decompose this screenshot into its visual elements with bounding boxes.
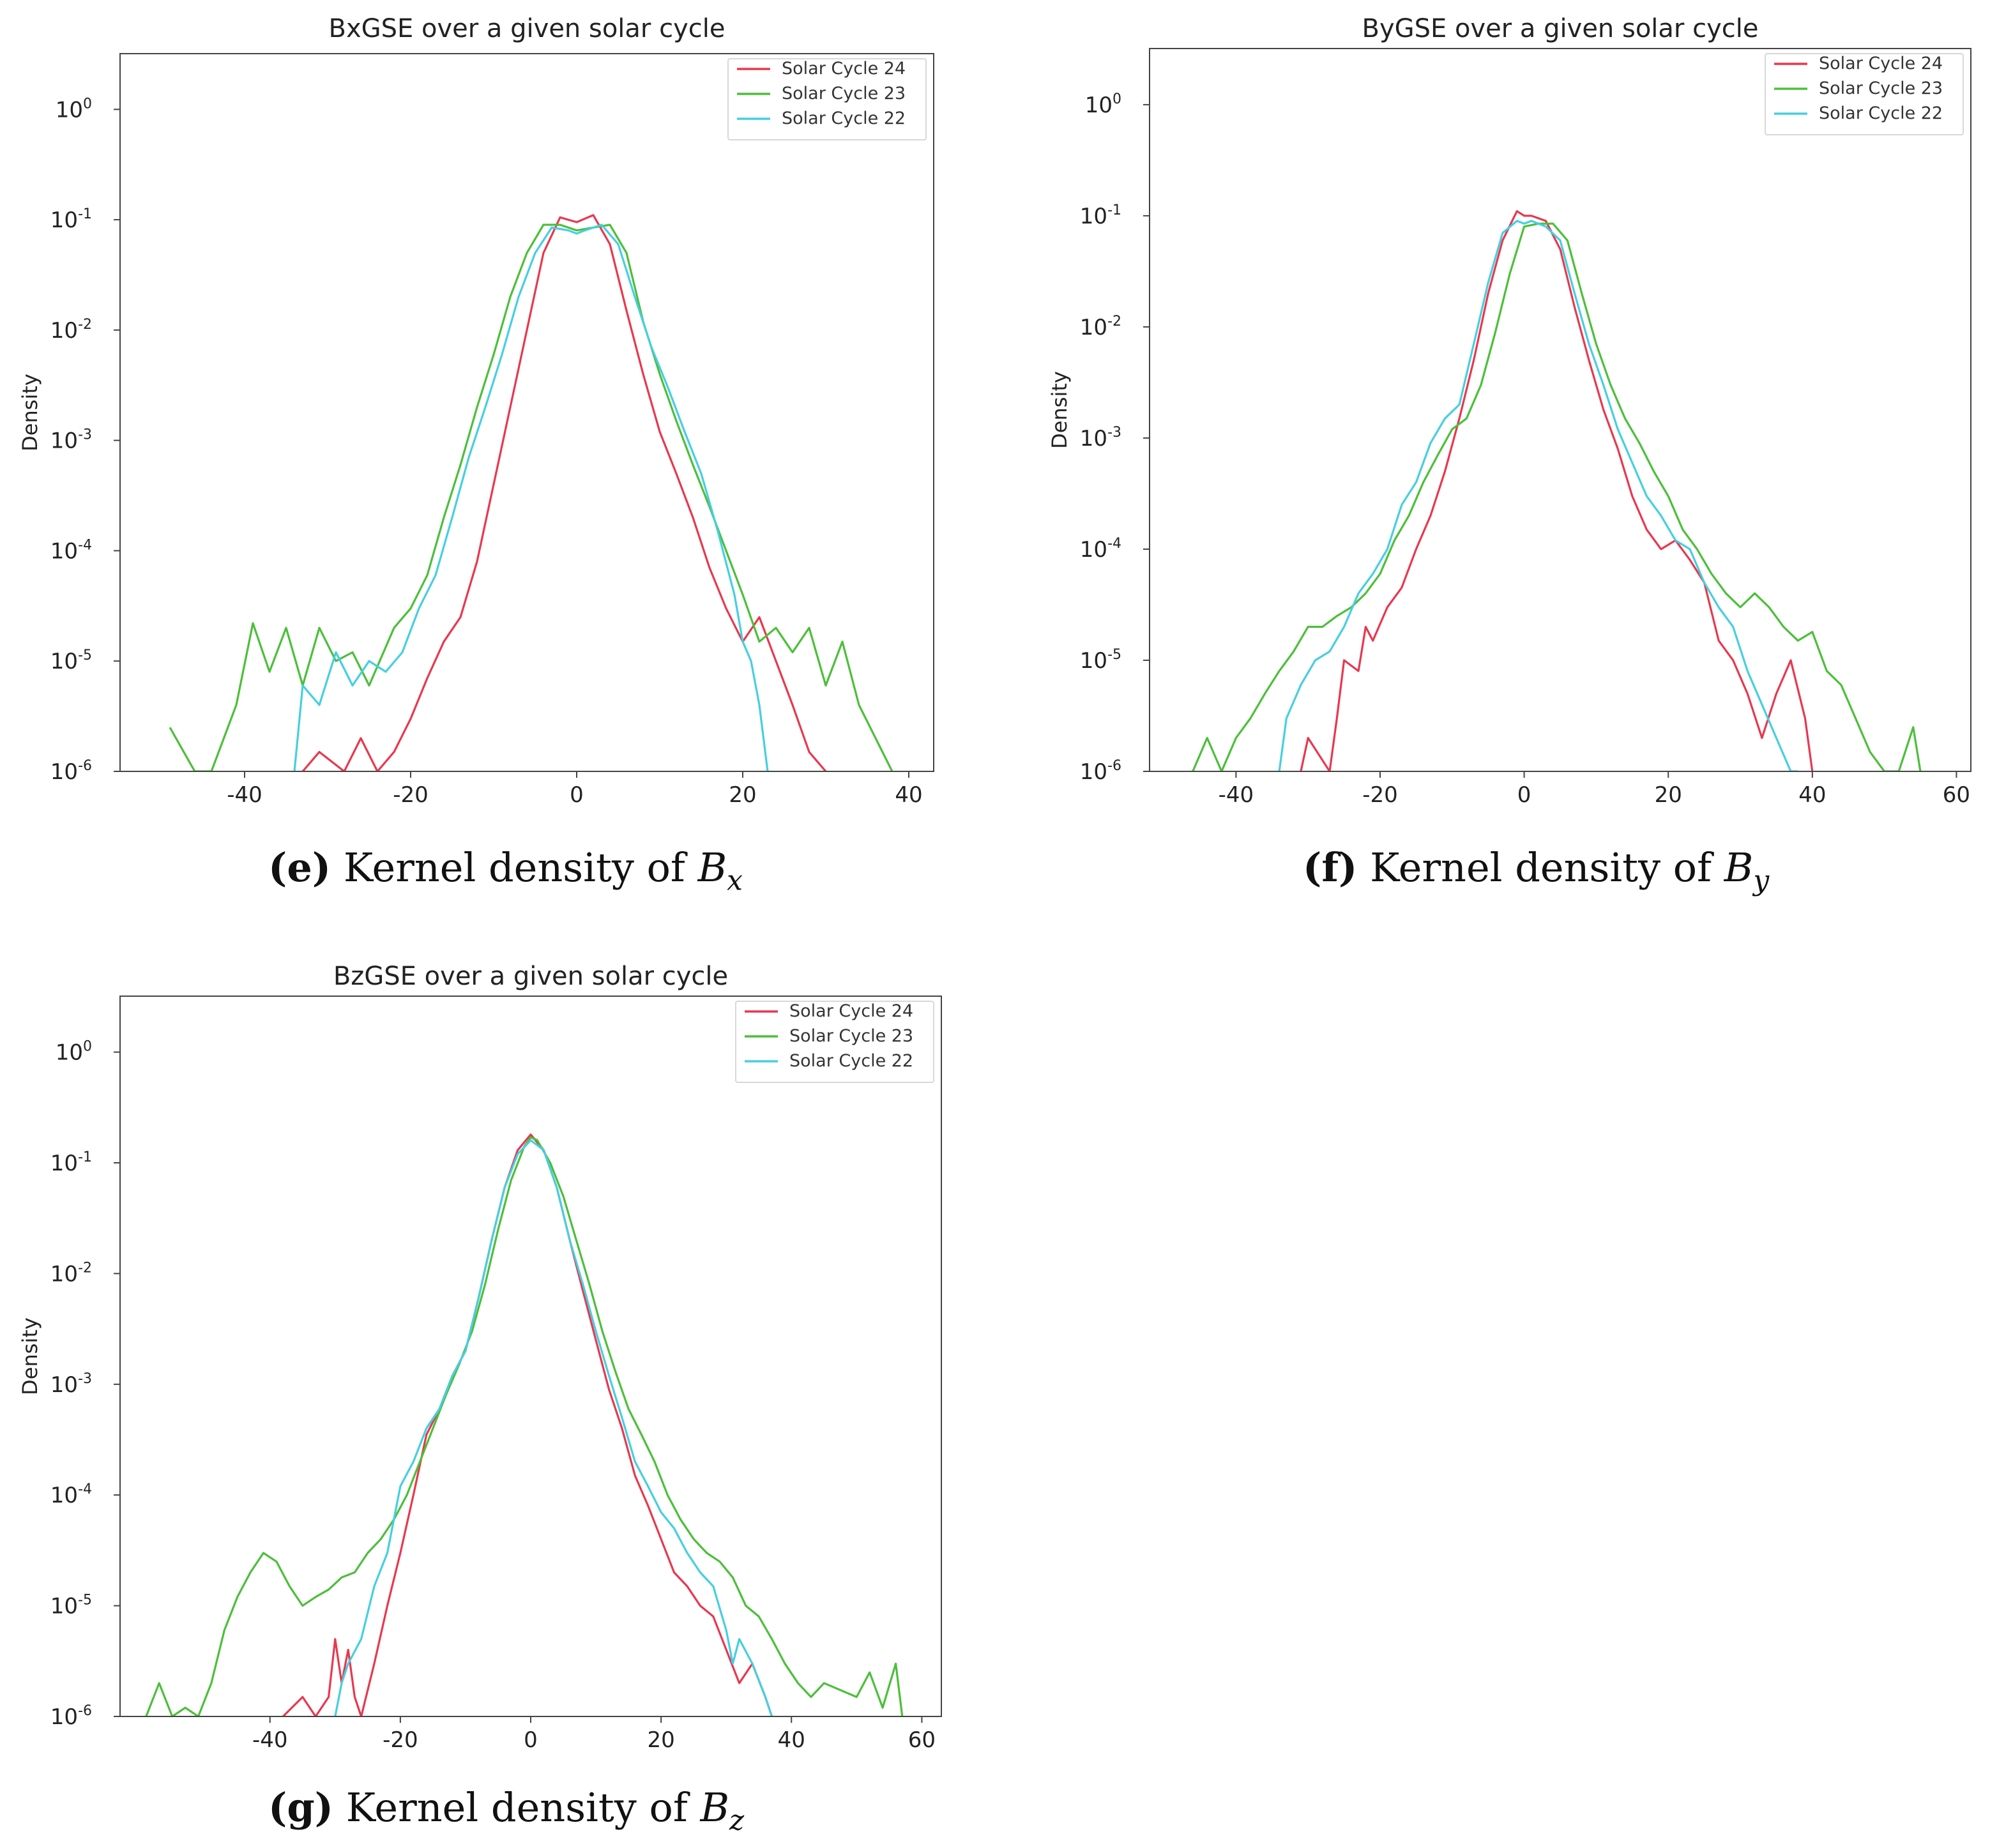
chart-panel-bx: BxGSE over a given solar cycle Density -40… [0,0,996,907]
bx-legend-label: Solar Cycle 23 [782,84,906,103]
bx-x-tick-label: -40 [227,782,262,808]
bz-y-tick-label: 10-2 [50,1260,92,1287]
bx-y-tick-label: 10-5 [50,648,92,674]
by-y-axis-label: Density [1047,371,1072,449]
bz-y-tick-label: 100 [56,1039,92,1066]
by-x-tick-label: 40 [1798,782,1826,808]
bz-series-line-cycle-22 [334,1139,773,1716]
caption-by: (f) Kernel density of By [1303,844,1769,897]
caption-bx-subscript: x [727,864,743,897]
bx-legend-label: Solar Cycle 22 [782,109,906,128]
by-legend-label: Solar Cycle 22 [1819,103,1943,123]
bx-plot-frame [119,53,934,772]
by-y-tick-label: 10-4 [1080,536,1121,563]
by-legend-box [1765,53,1964,135]
caption-by-symbol: B [1724,844,1754,891]
bz-series-group [145,1133,904,1716]
bz-x-tick-label: 20 [647,1727,674,1753]
by-x-tick-label: 20 [1655,782,1682,808]
bz-plot-frame [119,996,942,1717]
bx-y-tick-label: 100 [56,96,92,123]
bx-legend-label: Solar Cycle 24 [782,59,906,79]
by-y-tick-label: 10-3 [1080,425,1121,451]
by-legend-label: Solar Cycle 23 [1819,79,1943,98]
caption-bz: (g) Kernel density of Bz [268,1784,744,1837]
caption-bx-symbol: B [697,844,727,891]
by-chart-title: ByGSE over a given solar cycle [1362,14,1759,43]
bz-legend-label: Solar Cycle 23 [789,1026,913,1046]
by-y-tick-label: 100 [1085,91,1121,118]
bz-legend-box [735,1001,934,1083]
caption-bz-text: Kernel density of [346,1784,701,1831]
bx-chart-title: BxGSE over a given solar cycle [329,14,725,43]
bx-y-tick-label: 10-6 [50,758,92,785]
caption-bz-label: (g) [268,1784,334,1831]
by-y-tick-label: 10-6 [1080,758,1121,785]
bx-y-tick-label: 10-1 [50,206,92,233]
caption-by-subscript: y [1753,864,1770,897]
chart-bz-svg: BzGSE over a given solar cycle Density -40… [18,962,942,1753]
bz-x-tick-label: -20 [383,1727,418,1753]
by-y-tick-label: 10-5 [1080,647,1121,674]
bz-legend-label: Solar Cycle 24 [789,1001,913,1021]
bx-series-line-cycle-24 [301,214,827,771]
bz-y-tick-label: 10-1 [50,1149,92,1176]
by-x-tick-label: 60 [1943,782,1970,808]
caption-bz-subscript: z [729,1804,745,1837]
chart-by-svg: ByGSE over a given solar cycle Density -40… [1047,14,1971,808]
bx-x-tick-label: 40 [895,782,922,808]
bx-x-tick-label: 0 [570,782,584,808]
by-plot-frame [1149,48,1971,772]
bz-y-tick-label: 10-4 [50,1481,92,1508]
caption-bx-text: Kernel density of [343,844,698,891]
by-y-tick-label: 10-1 [1080,202,1121,229]
bz-chart-title: BzGSE over a given solar cycle [333,962,728,991]
caption-by-text: Kernel density of [1370,844,1724,891]
chart-panel-by: ByGSE over a given solar cycle Density -40… [1022,0,1990,907]
bz-x-tick-label: -40 [252,1727,288,1753]
by-series-group [1192,210,1922,771]
bz-x-tick-label: 0 [524,1727,538,1753]
by-series-line-cycle-22 [1278,220,1798,771]
by-x-tick-label: 0 [1517,782,1531,808]
bz-series-line-cycle-24 [282,1133,773,1716]
bz-x-tick-label: 60 [908,1727,936,1753]
caption-bx: (e) Kernel density of Bx [268,844,743,897]
bz-series-line-cycle-23 [145,1136,904,1716]
bz-x-tick-label: 40 [778,1727,805,1753]
by-x-tick-label: -40 [1219,782,1254,808]
bz-y-axis-label: Density [18,1317,42,1395]
by-x-tick-label: -20 [1362,782,1398,808]
bx-y-axis-label: Density [18,374,42,451]
bz-legend-label: Solar Cycle 22 [789,1051,913,1071]
bx-y-tick-label: 10-4 [50,537,92,564]
chart-panel-bz: BzGSE over a given solar cycle Density -40… [0,945,996,1848]
by-series-line-cycle-23 [1192,222,1922,771]
by-legend-label: Solar Cycle 24 [1819,54,1943,73]
bz-y-tick-label: 10-6 [50,1703,92,1730]
bx-x-tick-label: -20 [393,782,429,808]
bx-y-tick-label: 10-2 [50,317,92,344]
bx-series-group [169,214,893,771]
bz-y-tick-label: 10-3 [50,1371,92,1398]
caption-by-label: (f) [1303,844,1358,891]
caption-bx-label: (e) [268,844,331,891]
bx-x-tick-label: 20 [729,782,756,808]
by-series-line-cycle-24 [1300,210,1814,771]
bx-legend-box [727,58,927,140]
bz-y-tick-label: 10-5 [50,1593,92,1619]
caption-bz-symbol: B [700,1784,730,1831]
bx-y-tick-label: 10-3 [50,427,92,454]
by-y-tick-label: 10-2 [1080,314,1121,340]
chart-bx-svg: BxGSE over a given solar cycle Density -40… [18,14,934,808]
bx-series-line-cycle-22 [293,223,769,771]
